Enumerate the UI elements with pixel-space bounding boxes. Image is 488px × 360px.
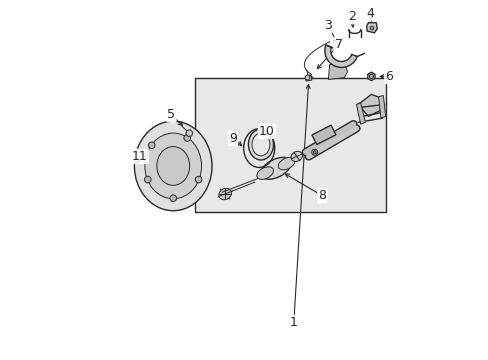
Text: 11: 11 [132,150,147,163]
Circle shape [369,26,373,30]
Ellipse shape [251,133,269,156]
Ellipse shape [260,157,290,179]
Circle shape [148,142,155,149]
Text: 4: 4 [366,6,373,20]
Circle shape [144,176,151,183]
Circle shape [312,151,316,154]
Text: 8: 8 [318,189,326,202]
Polygon shape [324,45,357,67]
Text: 6: 6 [385,70,392,83]
Ellipse shape [248,129,273,160]
Text: 2: 2 [347,10,355,23]
Ellipse shape [134,121,212,211]
Ellipse shape [278,157,294,170]
Bar [195,78,386,212]
Polygon shape [378,95,385,118]
Ellipse shape [219,188,231,200]
Circle shape [368,74,373,78]
Circle shape [183,135,190,141]
Text: 9: 9 [228,132,236,145]
Circle shape [195,176,202,183]
Polygon shape [366,23,377,33]
Polygon shape [356,103,365,124]
Ellipse shape [290,151,302,161]
Ellipse shape [144,133,201,199]
Polygon shape [328,63,347,80]
Text: 5: 5 [167,108,175,121]
Ellipse shape [256,167,273,179]
Bar [305,75,311,81]
Polygon shape [358,94,381,116]
Ellipse shape [157,147,189,185]
Text: 7: 7 [334,38,342,51]
Circle shape [311,149,317,155]
Polygon shape [311,125,335,144]
Text: 1: 1 [289,316,297,329]
Circle shape [305,75,309,80]
Circle shape [170,195,176,202]
Text: 3: 3 [324,19,332,32]
Text: 10: 10 [259,125,274,138]
